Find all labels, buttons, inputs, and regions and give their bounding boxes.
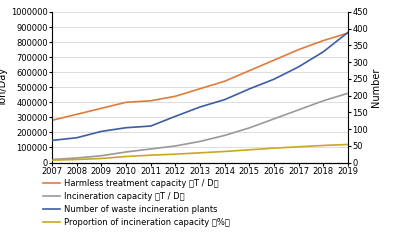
Legend: Harmless treatment capacity （T / D）, Incineration capacity （T / D）, Number of wa: Harmless treatment capacity （T / D）, Inc… xyxy=(42,178,230,228)
Y-axis label: Number: Number xyxy=(371,68,381,107)
Y-axis label: Ton/Day: Ton/Day xyxy=(0,68,8,107)
